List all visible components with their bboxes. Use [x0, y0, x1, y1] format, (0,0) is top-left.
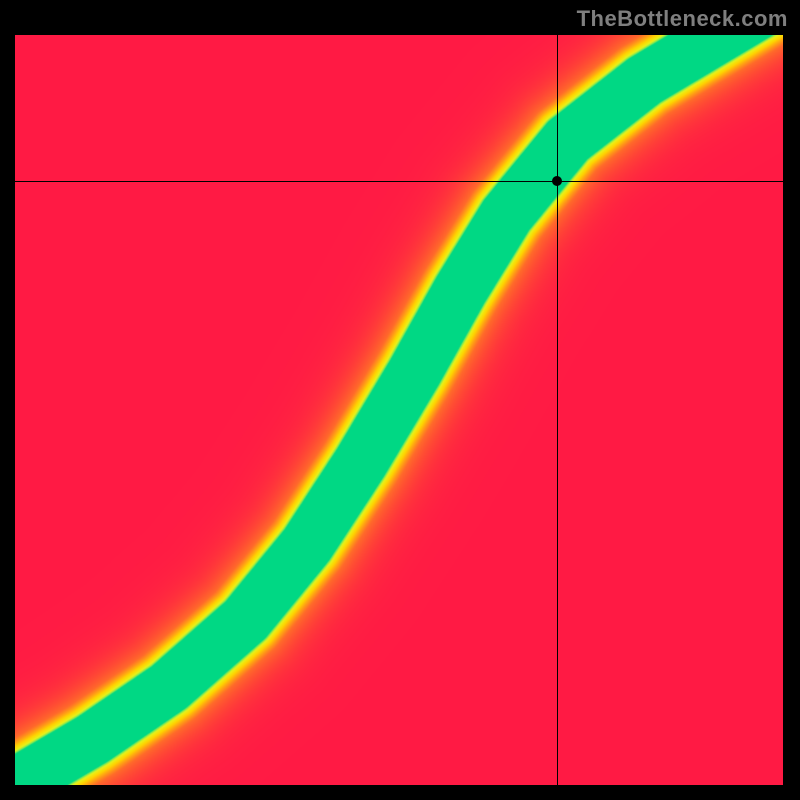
watermark-text: TheBottleneck.com	[577, 6, 788, 32]
heatmap-canvas	[15, 35, 783, 785]
crosshair-vertical	[557, 35, 558, 785]
heatmap-plot	[14, 34, 784, 786]
crosshair-horizontal	[15, 181, 783, 182]
crosshair-marker	[552, 176, 562, 186]
